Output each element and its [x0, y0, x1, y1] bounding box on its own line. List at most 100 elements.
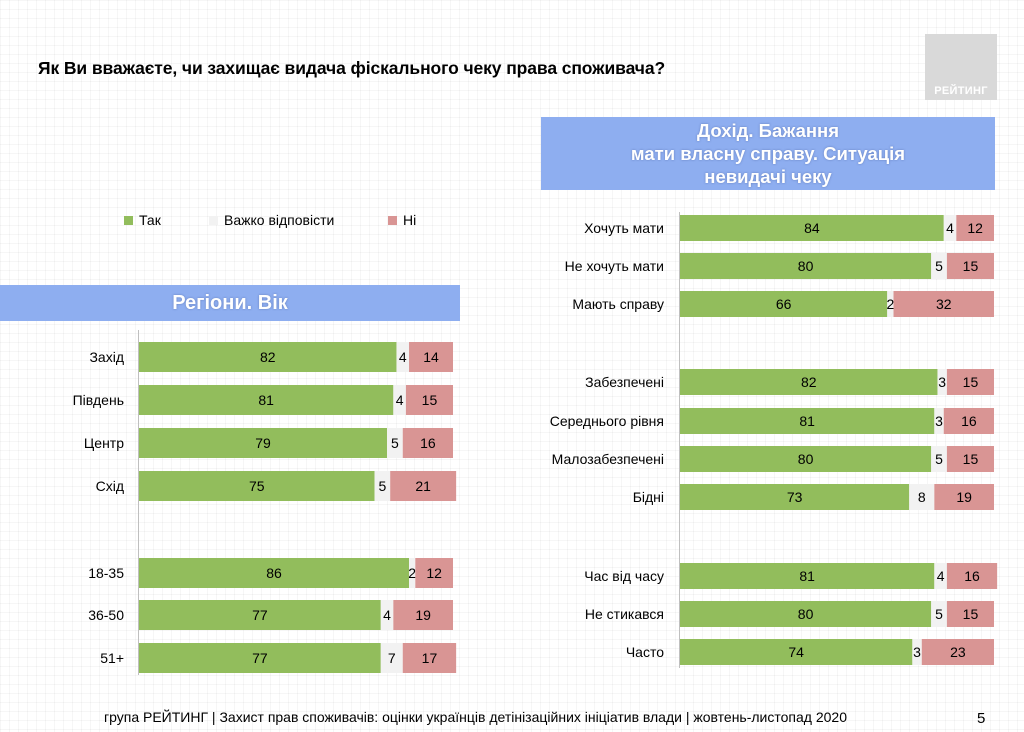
bar-yes	[139, 471, 375, 501]
bar-hard-to-say	[393, 385, 406, 415]
data-label-hard-to-say: 5	[391, 435, 399, 451]
bar-yes	[139, 428, 388, 458]
data-label-hard-to-say: 8	[918, 489, 926, 505]
category-label: Не хочуть мати	[565, 258, 664, 274]
bar-yes	[139, 342, 397, 372]
bar-hard-to-say	[887, 291, 894, 317]
category-label: Бідні	[633, 489, 664, 505]
category-label: Захід	[89, 349, 124, 365]
bar-yes	[680, 291, 888, 317]
data-label-no: 14	[423, 349, 439, 365]
bar-yes	[139, 643, 381, 673]
bar-no	[405, 385, 453, 415]
data-label-yes: 86	[266, 565, 282, 581]
data-label-hard-to-say: 5	[378, 478, 386, 494]
data-label-hard-to-say: 5	[935, 258, 943, 274]
data-label-no: 16	[964, 568, 980, 584]
footer-text: група РЕЙТИНГ | Захист прав споживачів: …	[104, 709, 847, 725]
data-label-hard-to-say: 4	[399, 349, 407, 365]
bar-no	[946, 369, 994, 395]
legend-item-no: Ні	[388, 212, 416, 228]
legend-label-yes: Так	[139, 212, 161, 228]
data-label-no: 17	[422, 650, 438, 666]
bar-no	[946, 601, 994, 627]
bar-hard-to-say	[387, 428, 403, 458]
data-label-hard-to-say: 3	[938, 374, 946, 390]
legend-swatch-hard-to-say	[209, 215, 218, 225]
bar-no	[946, 446, 994, 472]
data-label-hard-to-say: 5	[935, 451, 943, 467]
bar-hard-to-say	[409, 558, 416, 588]
data-label-no: 15	[963, 258, 979, 274]
bar-hard-to-say	[380, 600, 394, 630]
data-label-no: 15	[963, 374, 979, 390]
data-label-hard-to-say: 2	[886, 296, 894, 312]
category-label: Час від часу	[584, 568, 664, 584]
data-label-hard-to-say: 3	[913, 644, 921, 660]
data-label-no: 12	[426, 565, 442, 581]
bar-hard-to-say	[937, 369, 947, 395]
data-label-no: 16	[961, 413, 977, 429]
bar-no	[393, 600, 453, 630]
data-label-no: 12	[967, 220, 983, 236]
data-label-hard-to-say: 4	[937, 568, 945, 584]
bar-hard-to-say	[380, 643, 403, 673]
legend-swatch-no	[388, 215, 397, 225]
category-label: Мають справу	[572, 296, 664, 312]
category-label: Середнього рівня	[550, 413, 664, 429]
bar-no	[934, 484, 994, 510]
bar-no	[946, 253, 994, 279]
category-label: Схід	[96, 478, 124, 494]
data-label-no: 15	[422, 392, 438, 408]
right-banner-line-2: мати власну справу. Ситуація	[630, 143, 906, 164]
bar-no	[390, 471, 457, 501]
page-title: Як Ви вважаєте, чи захищає видача фіскал…	[38, 58, 666, 78]
data-label-hard-to-say: 2	[408, 565, 416, 581]
data-label-yes: 84	[804, 220, 820, 236]
data-label-yes: 80	[798, 606, 814, 622]
bar-no	[415, 558, 453, 588]
bar-yes	[680, 369, 938, 395]
bar-yes	[680, 408, 935, 434]
data-label-yes: 79	[255, 435, 271, 451]
data-label-no: 19	[956, 489, 972, 505]
data-label-yes: 81	[799, 568, 815, 584]
bar-no	[402, 643, 457, 673]
left-section-banner: Регіони. Вік	[0, 285, 460, 321]
rating-logo: РЕЙТИНГ	[925, 34, 997, 100]
data-label-yes: 80	[798, 451, 814, 467]
bar-hard-to-say	[909, 484, 935, 510]
bar-hard-to-say	[374, 471, 391, 501]
data-label-yes: 66	[776, 296, 792, 312]
bar-yes	[680, 215, 944, 241]
chart-1: Захід 82 4 14 Південь 81 4 15 Центр 79 5 16 Схід 75 5 2…	[73, 330, 457, 675]
data-label-yes: 75	[249, 478, 265, 494]
category-label: 36-50	[88, 607, 124, 623]
data-label-no: 32	[936, 296, 952, 312]
data-label-no: 15	[963, 606, 979, 622]
bar-no	[943, 408, 994, 434]
category-label: 51+	[100, 650, 124, 666]
category-label: Центр	[84, 435, 124, 451]
bar-yes	[680, 601, 932, 627]
bar-yes	[680, 253, 932, 279]
bar-hard-to-say	[912, 639, 922, 665]
bar-yes	[680, 563, 935, 589]
bar-yes	[680, 446, 932, 472]
data-label-hard-to-say: 5	[935, 606, 943, 622]
bar-yes	[139, 600, 381, 630]
logo-text: РЕЙТИНГ	[934, 85, 988, 97]
bar-no	[956, 215, 994, 241]
bar-no	[921, 639, 994, 665]
data-label-no: 16	[420, 435, 436, 451]
bar-hard-to-say	[931, 446, 947, 472]
bar-hard-to-say	[396, 342, 410, 372]
bar-hard-to-say	[934, 563, 947, 589]
right-banner-line-1: Дохід. Бажання	[696, 120, 840, 141]
data-label-yes: 80	[798, 258, 814, 274]
category-label: Часто	[626, 644, 664, 660]
bar-hard-to-say	[943, 215, 957, 241]
data-label-yes: 74	[788, 644, 804, 660]
data-label-yes: 77	[252, 607, 268, 623]
